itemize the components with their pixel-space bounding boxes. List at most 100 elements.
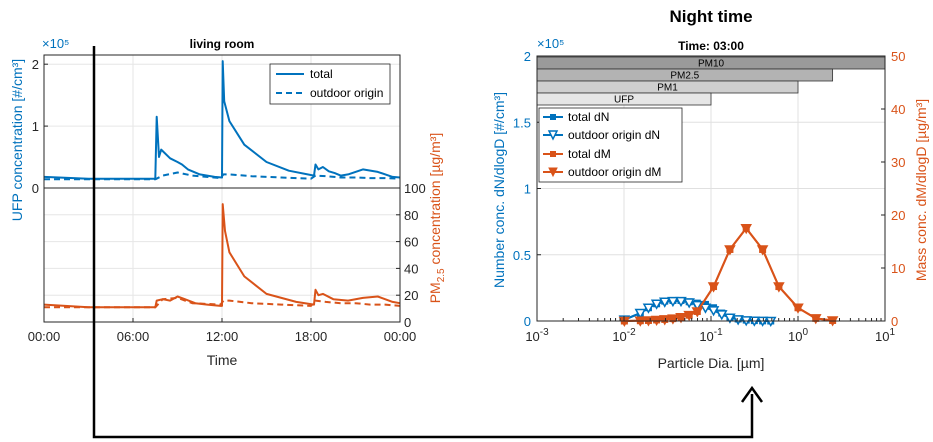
- tick-exponent: -1: [714, 327, 723, 338]
- point-outdoor-origin-dM: [683, 310, 695, 322]
- point-outdoor-origin-dM: [740, 224, 753, 235]
- pm-label-rest: concentration [µg/m³]: [427, 133, 443, 269]
- left-y-axis-label-top: UFP concentration [#/cm³]: [9, 59, 25, 221]
- right-legend-box: [538, 107, 683, 183]
- right-y-axis-label-right: Mass conc. dM/dlogD [µg/m³]: [913, 99, 929, 281]
- right-y-tick-label-left: 1.5: [513, 115, 531, 130]
- point-outdoor-origin-dN: [667, 296, 679, 308]
- left-y-tick-label-top: 2: [32, 57, 39, 72]
- size-bar-label: UFP: [614, 95, 634, 106]
- point-outdoor-origin-dM: [675, 313, 687, 324]
- point-outdoor-origin-dN: [642, 303, 655, 314]
- series-bottom-total: [43, 203, 401, 309]
- right-x-tick-label: 101: [875, 327, 895, 344]
- series-top-outdoor-origin: [44, 171, 401, 181]
- time-series-chart: living room ×10⁵ 00:00 06:00 12:00 18:00 00:…: [9, 36, 447, 368]
- right-x-tick-label: 10-1: [699, 327, 723, 344]
- legend-label-total-dn: total dN: [568, 110, 609, 124]
- legend-label-total-dm: total dM: [568, 147, 611, 161]
- size-bar-label: PM10: [698, 59, 725, 70]
- pm-label: PM: [427, 282, 443, 303]
- right-y-axis-label-left: Number conc. dN/dlogD [#/cm³]: [491, 92, 507, 288]
- left-x-axis-label: Time: [207, 352, 238, 368]
- point-outdoor-origin-dM: [773, 282, 785, 293]
- right-y-tick-label-right: 10: [891, 261, 905, 276]
- point-outdoor-origin-dM: [658, 315, 671, 326]
- point-outdoor-origin-dN: [715, 310, 728, 321]
- right-legend: total dN outdoor origin dN total dM outd…: [538, 107, 683, 183]
- arrow-line: [92, 46, 754, 439]
- tick-exponent: -3: [540, 327, 549, 338]
- right-y-tick-label-right: 40: [891, 102, 905, 117]
- point-outdoor-origin-dN: [658, 297, 671, 308]
- legend-label-total: total: [310, 67, 333, 81]
- series-bottom-outdoor-origin: [44, 296, 401, 309]
- left-y-tick-label-top: 1: [32, 119, 39, 134]
- point-outdoor-origin-dN: [683, 298, 695, 309]
- point-outdoor-origin-dM: [650, 315, 663, 326]
- right-y-tick-label-right: 20: [891, 208, 905, 223]
- left-y-tick-label-bottom: 100: [404, 181, 426, 196]
- size-bar-label: PM1: [657, 83, 678, 94]
- point-outdoor-origin-dN: [675, 296, 687, 308]
- left-x-tick-label: 12:00: [206, 329, 239, 344]
- right-chart-title: Time: 03:00: [678, 39, 744, 53]
- size-distribution-chart: Night time Time: 03:00 ×10⁵ PM10PM2.5PM1…: [491, 7, 929, 371]
- tick-exponent: 0: [802, 327, 808, 338]
- legend-marker-total-dm: [550, 151, 556, 157]
- point-outdoor-origin-dM: [792, 303, 804, 314]
- left-y-tick-label-bottom: 80: [404, 208, 418, 223]
- left-x-tick-label: 18:00: [295, 329, 328, 344]
- left-series-lines: [43, 60, 401, 309]
- left-y-tick-label-bottom: 0: [404, 315, 411, 330]
- left-y-tick-label-bottom: 20: [404, 288, 418, 303]
- legend-marker-outdoor-dm: [548, 167, 558, 178]
- legend-marker-outdoor-dn: [547, 130, 559, 141]
- right-y-tick-label-left: 2: [524, 49, 531, 64]
- left-y-axis-label-bottom: PM2.5 concentration [µg/m³]: [427, 133, 447, 304]
- left-legend: total outdoor origin: [269, 63, 391, 105]
- point-outdoor-origin-dM: [667, 314, 679, 325]
- left-chart-title: living room: [190, 37, 255, 51]
- right-y-tick-label-right: 50: [891, 49, 905, 64]
- right-y-tick-label-right: 30: [891, 155, 905, 170]
- left-x-tick-label: 00:00: [28, 329, 61, 344]
- point-outdoor-origin-dN: [707, 306, 720, 317]
- left-y-tick-label-bottom: 40: [404, 261, 418, 276]
- point-outdoor-origin-dN: [732, 315, 744, 326]
- point-outdoor-origin-dN: [699, 303, 712, 314]
- legend-label-outdoor-dn: outdoor origin dN: [568, 128, 660, 142]
- left-x-tick-label: 00:00: [384, 329, 417, 344]
- point-outdoor-origin-dN: [691, 300, 704, 312]
- tick-base: 10: [525, 329, 539, 344]
- right-y-tick-label-left: 0: [524, 314, 531, 329]
- right-x-axis-label: Particle Dia. [µm]: [658, 355, 765, 371]
- arrow-head: [740, 385, 764, 403]
- point-outdoor-origin-dN: [650, 299, 663, 310]
- tick-base: 10: [612, 329, 626, 344]
- point-outdoor-origin-dM: [707, 282, 720, 293]
- tick-exponent: 1: [889, 327, 895, 338]
- left-y-tick-label-top: 0: [32, 181, 39, 196]
- size-bar-label: PM2.5: [670, 71, 699, 82]
- right-chart-suptitle: Night time: [669, 7, 752, 26]
- right-series-lines: [618, 224, 839, 328]
- right-y-tick-label-left: 1: [524, 182, 531, 197]
- pm-subscript: 2.5: [436, 268, 447, 282]
- legend-marker-total-dn: [550, 114, 556, 120]
- time-link-arrow: [92, 46, 764, 439]
- tick-base: 10: [699, 329, 713, 344]
- legend-label-outdoor: outdoor origin: [310, 86, 383, 100]
- tick-base: 10: [788, 329, 802, 344]
- point-outdoor-origin-dM: [724, 245, 736, 256]
- right-y-tick-label-right: 0: [891, 314, 898, 329]
- point-outdoor-origin-dN: [634, 308, 647, 320]
- right-y-tick-label-left: 0.5: [513, 248, 531, 263]
- right-x-tick-label: 10-3: [525, 327, 549, 344]
- point-outdoor-origin-dN: [724, 313, 736, 324]
- tick-exponent: -2: [627, 327, 636, 338]
